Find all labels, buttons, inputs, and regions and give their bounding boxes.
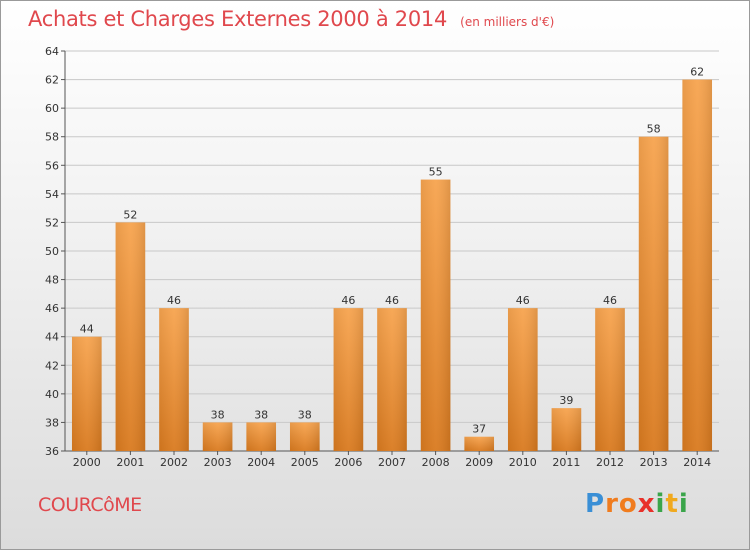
data-label: 38 <box>298 408 312 421</box>
x-tick-label: 2014 <box>683 456 711 469</box>
x-tick-label: 2005 <box>291 456 319 469</box>
x-tick-label: 2002 <box>160 456 188 469</box>
y-tick-label: 38 <box>45 416 59 429</box>
x-tick-label: 2009 <box>465 456 493 469</box>
x-tick-label: 2003 <box>204 456 232 469</box>
data-label: 39 <box>559 394 573 407</box>
chart-subtitle: (en milliers d'€) <box>460 15 555 29</box>
y-tick-label: 58 <box>45 131 59 144</box>
y-tick-label: 36 <box>45 445 59 458</box>
x-tick-label: 2006 <box>334 456 362 469</box>
x-tick-label: 2011 <box>552 456 580 469</box>
logo-letter: r <box>605 489 619 519</box>
bar-shading <box>682 79 713 452</box>
data-label: 46 <box>516 294 530 307</box>
x-tick-label: 2012 <box>596 456 624 469</box>
x-tick-label: 2013 <box>640 456 668 469</box>
y-tick-label: 60 <box>45 102 59 115</box>
y-tick-label: 40 <box>45 388 59 401</box>
bar-shading <box>159 308 189 451</box>
y-tick-label: 46 <box>45 302 59 315</box>
commune-name: COURCôME <box>38 494 142 516</box>
bar-shading <box>115 222 146 451</box>
data-label: 58 <box>647 123 661 136</box>
proxiti-logo[interactable]: Proxiti <box>585 489 689 519</box>
y-tick-label: 54 <box>45 188 59 201</box>
data-label: 52 <box>123 208 137 221</box>
y-tick-label: 64 <box>45 45 59 58</box>
data-label: 38 <box>211 408 225 421</box>
bar-shading <box>464 436 495 451</box>
x-tick-label: 2008 <box>422 456 450 469</box>
x-tick-label: 2001 <box>116 456 144 469</box>
data-label: 46 <box>167 294 181 307</box>
logo-letter: P <box>585 489 606 519</box>
x-tick-label: 2010 <box>509 456 537 469</box>
bar-shading <box>246 422 277 451</box>
bar-shading <box>377 308 407 451</box>
logo-letter: x <box>637 489 656 519</box>
bar-shading <box>289 422 320 451</box>
bar-shading <box>202 422 233 451</box>
data-label: 46 <box>385 294 399 307</box>
x-tick-label: 2004 <box>247 456 275 469</box>
data-label: 37 <box>472 423 486 436</box>
bar-shading <box>638 136 669 451</box>
y-tick-label: 52 <box>45 216 59 229</box>
chart-title: Achats et Charges Externes 2000 à 2014 <box>28 7 448 31</box>
bar-shading <box>71 336 102 451</box>
data-label: 44 <box>80 323 94 336</box>
y-tick-label: 56 <box>45 159 59 172</box>
bar-shading <box>333 308 364 451</box>
bar-shading <box>420 179 451 452</box>
bar-shading <box>507 308 538 451</box>
bar-shading <box>595 308 625 451</box>
y-tick-label: 48 <box>45 274 59 287</box>
logo-letter: i <box>655 489 666 519</box>
y-tick-label: 50 <box>45 245 59 258</box>
data-label: 46 <box>603 294 617 307</box>
data-label: 55 <box>429 166 443 179</box>
x-tick-label: 2000 <box>73 456 101 469</box>
bar-shading <box>551 408 582 451</box>
y-tick-label: 44 <box>45 331 59 344</box>
logo-letter: o <box>618 489 638 519</box>
y-tick-label: 62 <box>45 74 59 87</box>
x-tick-label: 2007 <box>378 456 406 469</box>
data-label: 62 <box>690 66 704 79</box>
y-tick-label: 42 <box>45 359 59 372</box>
title-block: Achats et Charges Externes 2000 à 2014 (… <box>28 7 554 31</box>
data-label: 38 <box>254 408 268 421</box>
logo-letter: i <box>678 489 689 519</box>
data-label: 46 <box>341 294 355 307</box>
logo-letter: t <box>665 489 679 519</box>
